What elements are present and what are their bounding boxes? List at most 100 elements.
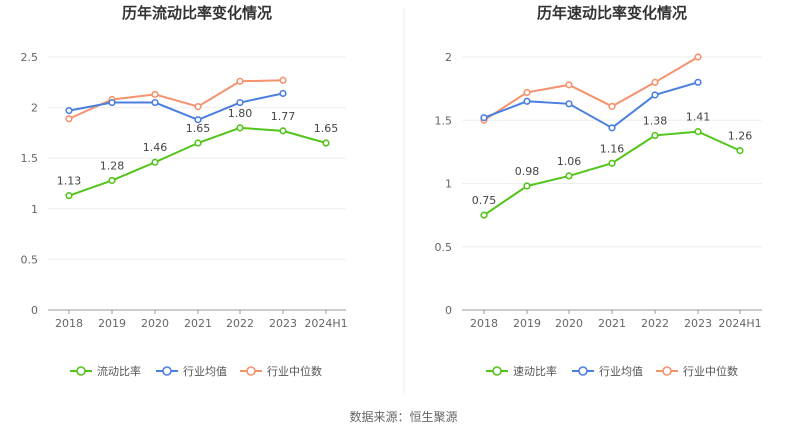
data-label: 1.41 [686, 111, 711, 124]
data-label: 1.26 [728, 130, 753, 143]
data-point [565, 172, 573, 180]
series-industry-median [480, 53, 702, 124]
data-point [151, 98, 159, 107]
series-line [483, 56, 699, 122]
data-point [694, 78, 702, 86]
data-point [608, 124, 616, 132]
x-tick-label: 2021 [184, 317, 212, 330]
data-point [194, 116, 202, 124]
data-label: 1.28 [100, 159, 125, 172]
legend-label: 行业中位数 [267, 364, 322, 378]
data-point [279, 76, 287, 84]
legend-marker [662, 366, 672, 376]
chart-title: 历年速动比率变化情况 [537, 4, 687, 22]
x-tick-label: 2022 [226, 317, 254, 330]
y-tick-label: 0 [31, 304, 38, 317]
series-industry-average [65, 89, 287, 124]
data-label: 1.46 [143, 141, 168, 154]
data-point [651, 91, 659, 99]
legend-item: 行业中位数 [656, 364, 738, 378]
x-tick-label: 2020 [141, 317, 169, 330]
data-label: 1.65 [314, 122, 339, 135]
data-label: 0.75 [472, 194, 497, 207]
data-point [651, 78, 659, 86]
data-label: 1.77 [271, 110, 296, 123]
data-point [480, 211, 488, 219]
chart-1: 历年流动比率变化情况 0 0.5 1 1.5 2 2.5 2018 2019 2020 2021 20… [21, 4, 348, 378]
legend-label: 行业均值 [183, 365, 227, 378]
legend-marker [162, 366, 172, 376]
series-main: 1.13 1.28 1.46 1.65 1.80 1.77 1.65 [57, 107, 339, 200]
data-point [65, 107, 73, 115]
data-label: 1.16 [600, 142, 625, 155]
legend-label: 行业中位数 [683, 364, 738, 378]
legend-item: 行业均值 [156, 365, 227, 378]
chart-2: 历年速动比率变化情况 0 0.5 1 1.5 2 2018 2019 2020 2021 2022 2… [435, 4, 762, 378]
legend-marker [246, 366, 256, 376]
legend-marker [578, 366, 588, 376]
series-industry-median [65, 76, 287, 123]
data-point [694, 53, 702, 61]
legend-marker [492, 366, 502, 376]
data-point [565, 100, 573, 108]
legend-item: 行业中位数 [240, 364, 322, 378]
x-tick-label: 2019 [98, 317, 126, 330]
y-tick-label: 1.5 [21, 152, 39, 165]
legend-item: 流动比率 [70, 364, 141, 378]
y-tick-label: 1.5 [435, 114, 453, 127]
data-point [151, 158, 159, 166]
data-label: 1.80 [228, 107, 253, 120]
legend-label: 行业均值 [599, 365, 643, 378]
x-tick-label: 2018 [55, 317, 83, 330]
x-tick-label: 2023 [269, 317, 297, 330]
y-tick-label: 2.5 [21, 51, 39, 64]
data-point [736, 147, 744, 155]
data-point [236, 98, 244, 107]
y-tick-label: 0 [445, 304, 452, 317]
data-point [565, 81, 573, 89]
y-tick-label: 2 [445, 51, 452, 64]
y-tick-label: 1 [445, 178, 452, 191]
data-point [151, 90, 159, 99]
y-tick-label: 1 [31, 203, 38, 216]
series-line [483, 81, 699, 130]
x-tick-label: 2022 [641, 317, 669, 330]
data-point [194, 139, 202, 147]
x-tick-label: 2024H1 [304, 317, 347, 330]
data-point [523, 182, 531, 190]
x-tick-label: 2020 [555, 317, 583, 330]
series-main: 0.75 0.98 1.06 1.16 1.38 1.41 1.26 [472, 111, 753, 219]
data-point [523, 97, 531, 105]
data-point [279, 89, 287, 98]
legend-marker [76, 366, 86, 376]
data-point [322, 139, 330, 147]
data-point [108, 98, 116, 107]
legend-label: 流动比率 [97, 364, 141, 378]
data-point [108, 176, 116, 185]
y-tick-label: 0.5 [435, 241, 453, 254]
data-point [236, 124, 244, 132]
data-point [608, 159, 616, 167]
x-tick-label: 2024H1 [718, 317, 761, 330]
series-industry-average [480, 78, 702, 132]
legend-label: 速动比率 [513, 364, 557, 378]
data-label: 1.06 [557, 155, 582, 168]
data-point [523, 88, 531, 97]
data-label: 1.38 [643, 114, 668, 127]
x-tick-label: 2023 [684, 317, 712, 330]
data-point [480, 114, 488, 122]
y-tick-label: 0.5 [21, 253, 39, 266]
data-point [65, 192, 73, 200]
series-line [68, 92, 284, 121]
data-point [236, 77, 244, 85]
data-label: 0.98 [515, 165, 540, 178]
x-tick-label: 2019 [513, 317, 541, 330]
y-tick-label: 2 [31, 102, 38, 115]
data-point [694, 128, 702, 136]
x-tick-label: 2018 [470, 317, 498, 330]
chart-title: 历年流动比率变化情况 [122, 4, 272, 22]
data-label: 1.65 [186, 122, 211, 135]
data-point [651, 131, 659, 140]
legend-item: 速动比率 [486, 364, 557, 378]
